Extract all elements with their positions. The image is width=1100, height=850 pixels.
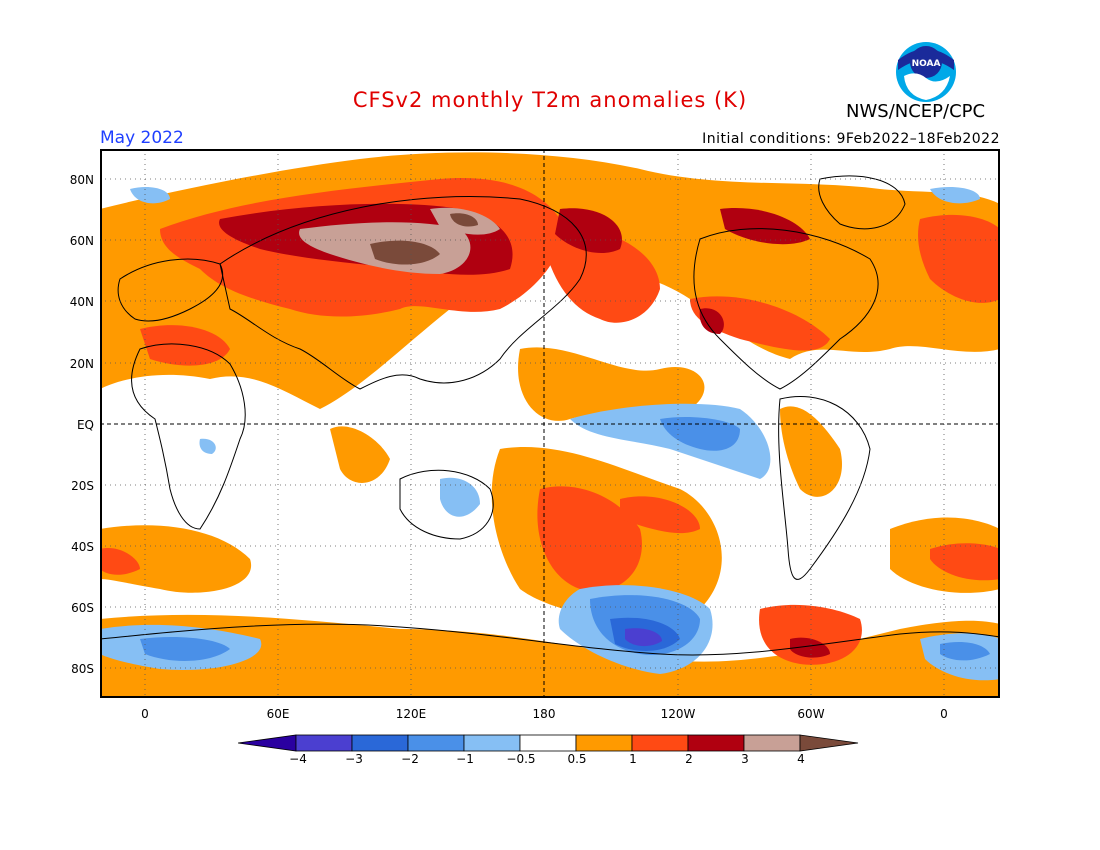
lat-label-40n: 40N — [69, 295, 94, 309]
anomaly-map — [100, 149, 1000, 698]
colorbar-segment-5 — [519, 734, 577, 752]
lon-label-180: 180 — [532, 707, 556, 721]
lon-label-0-right: 0 — [940, 707, 948, 721]
colorbar-segment-7 — [631, 734, 689, 752]
colorbar-tick-neg4: −4 — [289, 752, 307, 766]
colorbar-tick-neg2: −2 — [401, 752, 419, 766]
colorbar-tick-05: 0.5 — [567, 752, 587, 766]
colorbar-segment-9 — [743, 734, 801, 752]
north-america-outline — [693, 228, 879, 390]
colorbar-segment-4 — [463, 734, 521, 752]
lon-label-0: 0 — [141, 707, 149, 721]
colorbar-segment-6 — [575, 734, 633, 752]
colorbar-segment-8 — [687, 734, 745, 752]
africa-outline — [131, 343, 246, 530]
map-title: CFSv2 monthly T2m anomalies (K) — [352, 88, 748, 112]
colorbar-segment-2 — [351, 734, 409, 752]
colorbar-tick-3: 3 — [741, 752, 749, 766]
lat-label-60s: 60S — [71, 601, 94, 615]
lon-label-60w: 60W — [797, 707, 825, 721]
org-label: NWS/NCEP/CPC — [846, 101, 986, 122]
lon-label-60e: 60E — [266, 707, 290, 721]
asia-outline — [219, 196, 587, 390]
colorbar-tick-4: 4 — [797, 752, 805, 766]
anomaly-shading-brown — [370, 213, 478, 265]
lat-label-80s: 80S — [71, 662, 94, 676]
south-america-outline — [778, 395, 871, 580]
lat-lon-grid — [100, 149, 1000, 698]
lat-label-20n: 20N — [69, 357, 94, 371]
colorbar-tick-neg3: −3 — [345, 752, 363, 766]
colorbar — [238, 734, 859, 752]
europe-outline — [117, 258, 224, 322]
noaa-logo: NOAA — [896, 42, 956, 102]
anomaly-shading-deepblue — [610, 617, 680, 651]
lon-label-120e: 120E — [395, 707, 427, 721]
colorbar-segment-1 — [295, 734, 353, 752]
initial-conditions: Initial conditions: 9Feb2022–18Feb2022 — [702, 131, 1000, 147]
colorbar-segment-10 — [799, 734, 859, 752]
colorbar-segment-0 — [238, 734, 297, 752]
greenland-outline — [818, 175, 906, 230]
logo-text: NOAA — [912, 59, 941, 69]
colorbar-tick-1: 1 — [629, 752, 637, 766]
colorbar-tick-neg1: −1 — [456, 752, 474, 766]
month-label: May 2022 — [100, 128, 184, 148]
lat-label-60n: 60N — [69, 234, 94, 248]
colorbar-tick-2: 2 — [685, 752, 693, 766]
lat-label-80n: 80N — [69, 173, 94, 187]
colorbar-tick-neg05: −0.5 — [506, 752, 536, 766]
lon-label-120w: 120W — [660, 707, 696, 721]
lat-label-40s: 40S — [71, 540, 94, 554]
equator-dateline — [100, 149, 1000, 698]
colorbar-segment-3 — [407, 734, 465, 752]
lat-label-eq: EQ — [76, 418, 94, 432]
lat-label-20s: 20S — [71, 479, 94, 493]
australia-outline — [399, 469, 494, 540]
